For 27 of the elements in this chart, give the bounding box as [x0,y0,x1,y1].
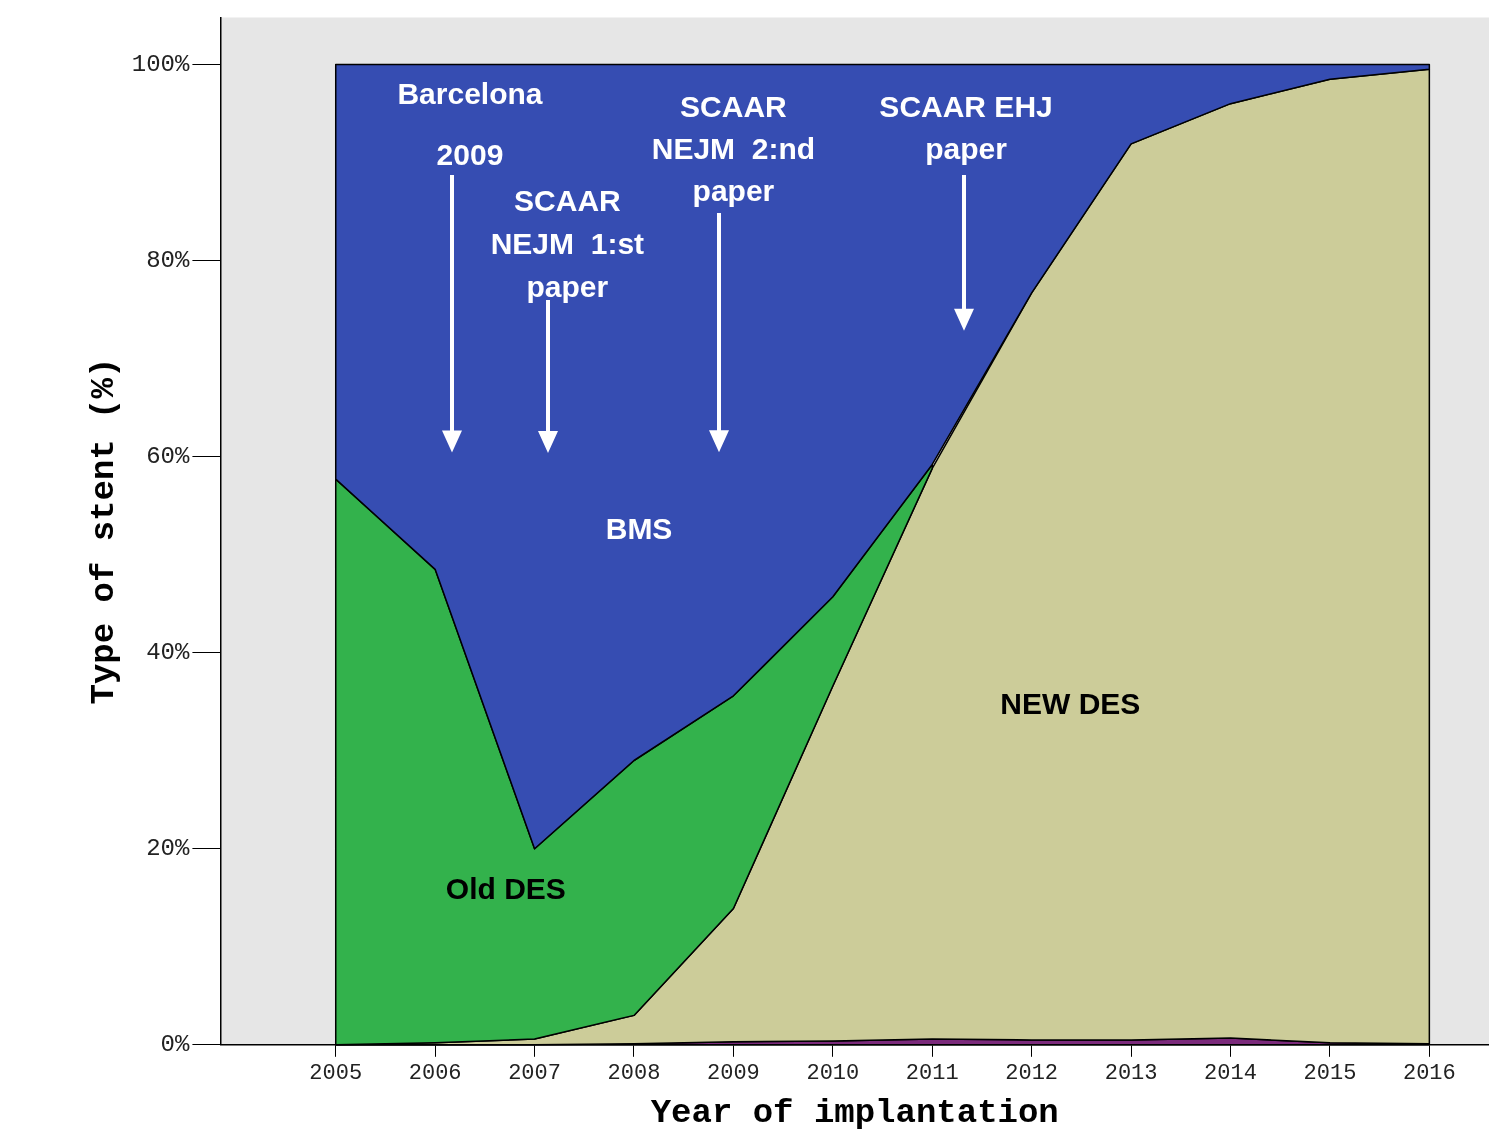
x-tick-label: 2011 [905,1060,959,1086]
x-axis-title: Year of implantation [650,1094,1059,1133]
y-tick-label: 0% [160,1031,190,1059]
x-tick-label: 2016 [1402,1060,1456,1086]
series-label: BMS [605,512,673,546]
series-label: NEW DES [1000,687,1141,721]
x-tick-label: 2014 [1204,1060,1257,1086]
x-tick-label: 2015 [1303,1060,1357,1086]
y-tick-label: 60% [146,442,190,470]
y-tick-label: 40% [146,639,190,667]
x-tick-label: 2005 [309,1060,363,1086]
y-tick-label: 80% [146,246,190,274]
x-tick-label: 2013 [1104,1060,1158,1086]
x-tick-label: 2007 [508,1060,561,1086]
x-tick-label: 2006 [408,1060,462,1086]
x-tick-label: 2008 [607,1060,661,1086]
annotation: SCAAR NEJM 2:nd paper [651,89,816,207]
x-tick-label: 2009 [707,1060,760,1086]
annotation: SCAAR EHJ paper [879,89,1053,165]
y-axis-title: Type of stent (%) [84,357,123,705]
x-tick-label: 2010 [806,1060,860,1086]
y-tick-label: 20% [146,835,190,863]
x-tick-label: 2012 [1005,1060,1059,1086]
annotation: SCAAR NEJM 1:st paper [490,183,645,303]
series-label: Old DES [445,871,566,905]
y-tick-label: 100% [131,50,191,78]
annotation: Barcelona 2009 [397,77,543,172]
